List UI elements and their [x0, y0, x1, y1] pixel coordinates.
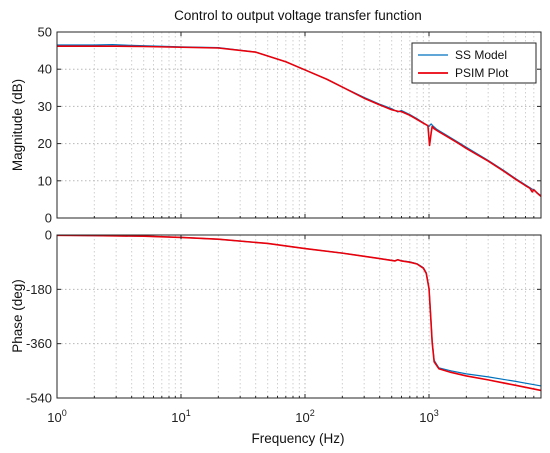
legend-box	[411, 42, 537, 84]
xtick-label: 102	[295, 408, 314, 425]
xtick-label: 103	[419, 408, 438, 425]
magnitude-ytick-label: 50	[38, 25, 52, 40]
xtick-label: 100	[47, 408, 66, 425]
magnitude-ytick-label: 40	[38, 62, 52, 77]
magnitude-ytick-label: 10	[38, 173, 52, 188]
phase-ytick-label: 0	[45, 228, 52, 243]
phase-ytick-label: -540	[26, 391, 52, 406]
frequency-xlabel: Frequency (Hz)	[251, 431, 344, 446]
legend: SS Model PSIM Plot	[411, 42, 537, 84]
phase-ylabel: Phase (deg)	[10, 279, 25, 353]
legend-label-ss-model: SS Model	[455, 48, 507, 62]
magnitude-series-psim-plot-line	[57, 45, 542, 198]
magnitude-ytick-label: 30	[38, 99, 52, 114]
figure-title: Control to output voltage transfer funct…	[174, 8, 422, 23]
phase-panel: -540 -360 -180 0 100 101 102 103	[26, 228, 542, 425]
magnitude-ytick-label: 20	[38, 136, 52, 151]
magnitude-panel: 0 10 20 30 40 50 SS Model PSIM Plot	[38, 25, 542, 226]
magnitude-ylabel: Magnitude (dB)	[10, 79, 25, 171]
legend-label-psim-plot: PSIM Plot	[455, 66, 509, 80]
magnitude-ytick-label: 0	[45, 211, 52, 226]
phase-series-psim-plot-line	[56, 234, 542, 392]
phase-ytick-label: -360	[26, 336, 52, 351]
phase-ytick-label: -180	[26, 282, 52, 297]
xtick-label: 101	[171, 408, 190, 425]
